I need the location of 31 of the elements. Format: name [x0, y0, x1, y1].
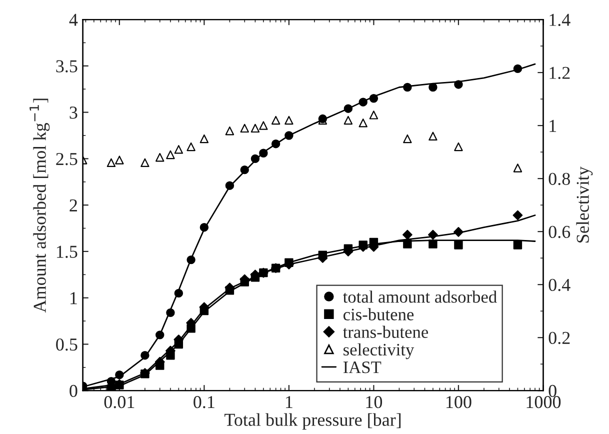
x-axis-title: Total bulk pressure [bar] — [224, 413, 401, 430]
y-tick-label: 2 — [70, 199, 77, 212]
y2-tick-label: 0.6 — [548, 226, 570, 238]
y2-tick-label: 0 — [548, 384, 556, 398]
legend-label: trans-butene — [342, 326, 428, 338]
x-tick-label: 100 — [446, 396, 472, 408]
legend-label: selectivity — [344, 343, 414, 360]
x-tick-label: 0.01 — [104, 396, 134, 408]
y2-tick-label: 1.4 — [550, 14, 570, 26]
y-axis-title: Amount adsorbed [mol kg$^{−1}$] — [30, 98, 50, 313]
y-tick-label: 3 — [70, 106, 78, 119]
y-tick-label: 0.5 — [56, 338, 78, 351]
x-tick-label: 1000 — [526, 396, 561, 408]
legend-label: IAST — [343, 362, 382, 374]
y2-tick-label: 0.2 — [548, 332, 570, 344]
legend-label: cis-butene — [343, 308, 414, 320]
y-tick-label: 1.5 — [56, 246, 78, 258]
y2-tick-label: 1 — [550, 120, 556, 132]
y-tick-label: 3.5 — [56, 60, 78, 72]
y2-tick-label: 0.8 — [548, 172, 570, 186]
x-tick-label: 10 — [366, 396, 382, 408]
y2-axis-title: Selectivity — [576, 166, 593, 242]
y-tick-label: 2.5 — [56, 152, 78, 166]
legend-label: total amount adsorbed — [342, 290, 497, 303]
y-tick-label: 0 — [70, 384, 78, 398]
x-tick-label: 1 — [286, 396, 292, 408]
y-tick-label: 4 — [69, 14, 78, 26]
y-tick-label: 1 — [70, 292, 77, 304]
x-tick-label: 0.1 — [194, 396, 214, 408]
y2-tick-label: 0.4 — [548, 278, 570, 292]
y2-tick-label: 1.2 — [550, 66, 570, 80]
